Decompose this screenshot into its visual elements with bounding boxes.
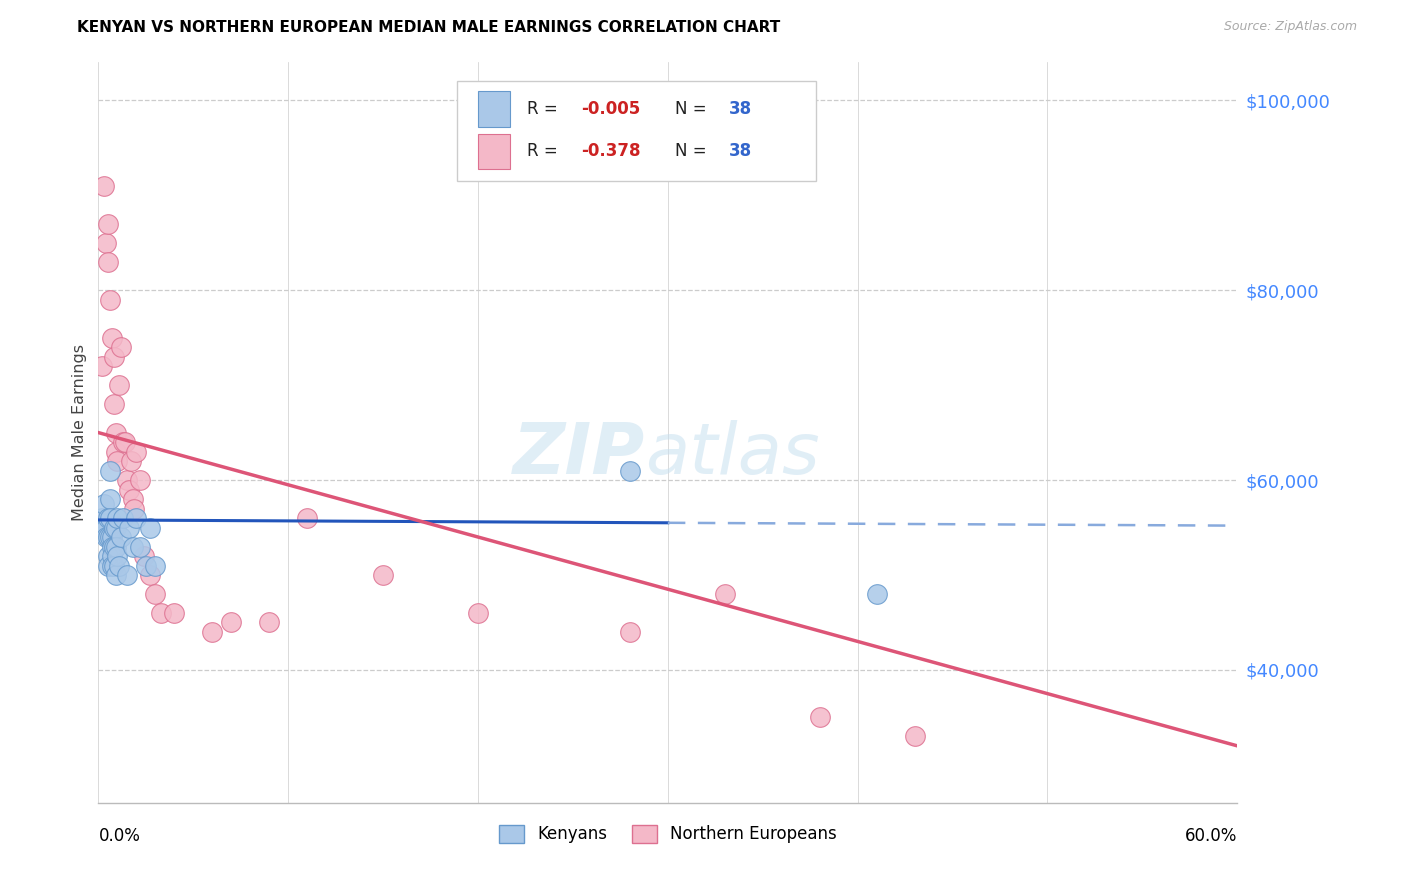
Point bbox=[100, 540, 122, 554]
Point bbox=[108, 378, 131, 392]
Point bbox=[94, 520, 117, 534]
Point bbox=[297, 511, 319, 525]
Point bbox=[107, 454, 129, 468]
Point bbox=[93, 178, 115, 193]
Point bbox=[104, 540, 127, 554]
Point bbox=[98, 511, 121, 525]
Point bbox=[115, 568, 138, 582]
Point bbox=[103, 558, 125, 573]
Point bbox=[808, 710, 831, 724]
Point bbox=[97, 511, 120, 525]
Text: atlas: atlas bbox=[645, 420, 820, 490]
Text: -0.005: -0.005 bbox=[581, 100, 641, 118]
Text: 38: 38 bbox=[730, 100, 752, 118]
Point bbox=[121, 491, 143, 506]
Point bbox=[201, 624, 224, 639]
Point bbox=[97, 549, 120, 563]
Y-axis label: Median Male Earnings: Median Male Earnings bbox=[72, 344, 87, 521]
Text: R =: R = bbox=[527, 143, 562, 161]
Point bbox=[103, 520, 125, 534]
Point bbox=[112, 511, 135, 525]
Point bbox=[97, 254, 120, 268]
Point bbox=[100, 549, 122, 563]
Bar bbox=[478, 134, 509, 169]
Point bbox=[94, 235, 117, 250]
Point bbox=[132, 549, 155, 563]
Point bbox=[904, 730, 927, 744]
Point bbox=[100, 558, 122, 573]
Bar bbox=[478, 91, 509, 127]
Point bbox=[150, 606, 173, 620]
Point bbox=[97, 558, 120, 573]
Point bbox=[714, 587, 737, 601]
Point bbox=[100, 331, 122, 345]
Point bbox=[145, 587, 167, 601]
Point bbox=[125, 511, 148, 525]
Point bbox=[104, 520, 127, 534]
Point bbox=[100, 530, 122, 544]
Point bbox=[145, 558, 167, 573]
Point bbox=[104, 444, 127, 458]
Point bbox=[120, 454, 142, 468]
Point bbox=[125, 444, 148, 458]
Point bbox=[121, 540, 143, 554]
Point bbox=[619, 464, 641, 478]
Text: 38: 38 bbox=[730, 143, 752, 161]
Text: KENYAN VS NORTHERN EUROPEAN MEDIAN MALE EARNINGS CORRELATION CHART: KENYAN VS NORTHERN EUROPEAN MEDIAN MALE … bbox=[77, 20, 780, 35]
Point bbox=[371, 568, 394, 582]
Point bbox=[138, 520, 160, 534]
Point bbox=[104, 568, 127, 582]
Point bbox=[97, 217, 120, 231]
Point bbox=[866, 587, 889, 601]
Point bbox=[103, 397, 125, 411]
Point bbox=[108, 558, 131, 573]
Point bbox=[97, 530, 120, 544]
Text: N =: N = bbox=[675, 100, 711, 118]
Point bbox=[118, 520, 141, 534]
Point bbox=[110, 530, 132, 544]
Point bbox=[259, 615, 281, 630]
Point bbox=[129, 473, 152, 487]
Point bbox=[98, 293, 121, 307]
Bar bbox=[457, 81, 815, 181]
Point bbox=[115, 473, 138, 487]
Text: N =: N = bbox=[675, 143, 711, 161]
Point bbox=[138, 568, 160, 582]
Point bbox=[114, 435, 136, 450]
Point bbox=[91, 359, 114, 374]
Point bbox=[110, 340, 132, 354]
Point bbox=[94, 530, 117, 544]
Point bbox=[129, 540, 152, 554]
Legend: Kenyans, Northern Europeans: Kenyans, Northern Europeans bbox=[492, 818, 844, 850]
Point bbox=[103, 350, 125, 364]
Text: 60.0%: 60.0% bbox=[1185, 827, 1237, 845]
Text: -0.378: -0.378 bbox=[581, 143, 641, 161]
Point bbox=[163, 606, 186, 620]
Point bbox=[619, 624, 641, 639]
Point bbox=[98, 530, 121, 544]
Text: R =: R = bbox=[527, 100, 562, 118]
Text: Source: ZipAtlas.com: Source: ZipAtlas.com bbox=[1223, 20, 1357, 33]
Point bbox=[98, 464, 121, 478]
Text: ZIP: ZIP bbox=[513, 420, 645, 490]
Point bbox=[107, 549, 129, 563]
Point bbox=[93, 520, 115, 534]
Point bbox=[107, 511, 129, 525]
Point bbox=[104, 425, 127, 440]
Point bbox=[221, 615, 243, 630]
Point bbox=[98, 491, 121, 506]
Point bbox=[112, 435, 135, 450]
Text: 0.0%: 0.0% bbox=[98, 827, 141, 845]
Point bbox=[135, 558, 157, 573]
Point bbox=[124, 501, 146, 516]
Point bbox=[467, 606, 489, 620]
Point bbox=[103, 540, 125, 554]
Point bbox=[91, 511, 114, 525]
Point bbox=[118, 483, 141, 497]
Point bbox=[93, 497, 115, 511]
